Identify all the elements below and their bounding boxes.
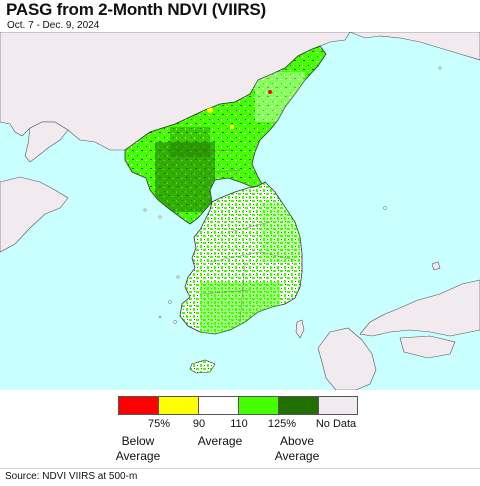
- japan-honshu: [359, 279, 480, 337]
- above-average-label: Above Average: [274, 434, 320, 463]
- japan-shikoku: [399, 335, 456, 359]
- tsushima-island: [295, 319, 305, 339]
- map-title: PASG from 2-Month NDVI (VIIRS): [6, 0, 267, 19]
- jeju-island: [189, 359, 216, 374]
- japan-kyushu: [317, 327, 377, 390]
- slightly-above-swatch: [238, 396, 279, 415]
- western-islets: [143, 66, 442, 324]
- below-average-swatch: [118, 396, 159, 415]
- below-average-label: Below Average: [115, 434, 161, 463]
- oki-island: [431, 261, 441, 271]
- slightly-below-swatch: [158, 396, 199, 415]
- shandong-peninsula: [0, 176, 69, 253]
- admin-boundaries: [169, 149, 296, 323]
- ndvi-map: [0, 32, 480, 390]
- no-data-label: No Data: [315, 418, 357, 430]
- legend: 75% 90 110 125% No Data Below Average Av…: [0, 394, 480, 466]
- tick-75: 75%: [147, 418, 171, 430]
- liaodong-peninsula: [24, 121, 69, 163]
- above-average-swatch: [278, 396, 319, 415]
- ulleung-island: [383, 206, 387, 210]
- source-note: Source: NDVI VIIRS at 500-m: [5, 471, 138, 482]
- tick-125: 125%: [267, 418, 297, 430]
- tick-90: 90: [192, 418, 206, 430]
- tick-110: 110: [230, 418, 248, 430]
- no-data-swatch: [318, 396, 358, 415]
- average-swatch: [198, 396, 239, 415]
- map-subtitle: Oct. 7 - Dec. 9, 2024: [7, 20, 100, 31]
- russia-land: [349, 32, 480, 61]
- average-label: Average: [197, 434, 243, 448]
- footer: Source: NDVI VIIRS at 500-m: [0, 468, 480, 486]
